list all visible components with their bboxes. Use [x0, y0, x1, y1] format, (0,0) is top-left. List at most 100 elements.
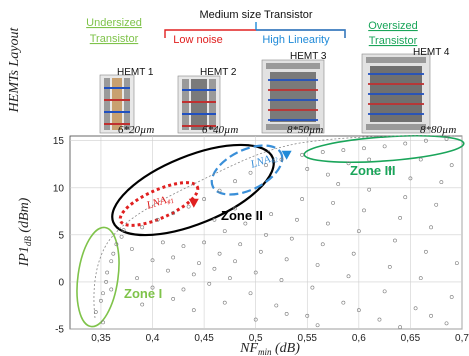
- data-point: [191, 272, 196, 277]
- data-point: [418, 276, 423, 281]
- data-point: [121, 228, 126, 233]
- data-point: [222, 229, 227, 233]
- lna-2-marker: [281, 150, 292, 160]
- data-point: [150, 285, 155, 290]
- hemt-2-size: 6*40µm: [202, 124, 238, 136]
- data-point: [398, 325, 403, 330]
- data-point: [372, 170, 377, 175]
- data-point: [284, 312, 289, 316]
- data-point: [305, 167, 310, 171]
- data-point: [279, 157, 284, 162]
- data-point: [454, 261, 459, 265]
- zone-2-label: Zone II: [221, 208, 263, 223]
- undersized-label-line1: Undersized: [86, 17, 142, 29]
- y-tick-label: 0: [58, 277, 64, 288]
- zone-3-ellipse: [303, 134, 465, 164]
- data-point: [114, 242, 119, 247]
- data-point: [253, 270, 258, 275]
- data-point: [186, 204, 191, 209]
- data-point: [356, 308, 361, 313]
- zone-3-label: Zone III: [350, 163, 396, 178]
- data-point: [279, 278, 284, 282]
- data-point: [403, 195, 408, 200]
- axis-ticks: 0,35 0,4 0,45 0,5 0,55 0,6 0,65 0,7 -5 0 5 10 15: [53, 136, 469, 344]
- data-point: [315, 263, 320, 267]
- hemt-3-layout: HEMT 3 8*50µm: [261, 51, 327, 136]
- hemt-2-name: HEMT 2: [200, 67, 237, 78]
- hemt-4-size: 8*80µm: [420, 124, 456, 136]
- x-tick-label: 0,5: [249, 333, 263, 344]
- lna2-label: LNA#2: [248, 151, 279, 172]
- data-point: [295, 217, 299, 222]
- data-point: [449, 163, 454, 168]
- data-point: [351, 251, 356, 256]
- zone-1-ellipse: [76, 226, 120, 328]
- data-point: [310, 285, 315, 290]
- x-tick-label: 0,65: [401, 333, 421, 344]
- high-linearity-label: High Linearity: [262, 34, 330, 46]
- x-tick-label: 0,35: [91, 333, 111, 344]
- y-axis-label: IP1dB (dBm): [17, 197, 33, 267]
- data-point: [444, 321, 449, 326]
- data-point: [429, 313, 433, 318]
- lna-1-marker: [188, 198, 199, 208]
- data-point: [387, 264, 392, 269]
- layout-ylabel: HEMTs Layout: [7, 27, 22, 114]
- data-point: [233, 179, 237, 184]
- data-point: [212, 217, 217, 222]
- y-tick-label: 5: [58, 230, 64, 241]
- lna1-ellipse: [118, 181, 200, 227]
- data-point: [191, 308, 196, 313]
- data-point: [233, 206, 237, 211]
- hemt-3-name: HEMT 3: [290, 51, 327, 62]
- data-point: [346, 274, 351, 279]
- data-point: [274, 303, 279, 308]
- data-point: [105, 270, 110, 275]
- data-point: [403, 141, 408, 146]
- hemt-4-layout: HEMT 4 8*80µm: [361, 47, 456, 136]
- data-point: [444, 136, 449, 141]
- data-point: [367, 187, 372, 192]
- data-point: [140, 302, 145, 307]
- data-point: [387, 167, 392, 171]
- data-point: [248, 170, 253, 175]
- trend-curve: [93, 135, 456, 319]
- data-point: [104, 280, 109, 284]
- data-point: [197, 261, 201, 265]
- data-point: [243, 221, 248, 226]
- data-point: [418, 157, 423, 162]
- data-point: [300, 197, 305, 201]
- data-point: [119, 234, 124, 239]
- scatter-chart: 0,35 0,4 0,45 0,5 0,55 0,6 0,65 0,7 -5 0 5 10 15 IP1…: [17, 134, 469, 356]
- data-point: [315, 323, 320, 328]
- data-point: [93, 310, 98, 314]
- x-axis-label: NFmin (dB): [239, 341, 300, 356]
- data-point: [382, 289, 387, 294]
- undersized-label-line2: Transistor: [90, 33, 139, 45]
- data-point: [439, 180, 444, 185]
- data-point: [362, 146, 366, 151]
- lna1-label: LNA#1: [144, 192, 175, 213]
- data-point: [150, 258, 155, 263]
- data-point: [171, 296, 176, 301]
- data-point: [212, 266, 217, 271]
- data-point: [393, 238, 397, 243]
- zone-1-label: Zone I: [124, 286, 162, 301]
- zone-2-ellipse: [111, 143, 275, 237]
- high-linearity-bracket: [256, 29, 346, 38]
- data-point: [325, 172, 330, 177]
- data-point: [398, 216, 403, 220]
- x-tick-label: 0,55: [298, 333, 318, 344]
- data-point: [269, 212, 274, 217]
- data-point: [325, 221, 330, 226]
- data-point: [341, 148, 346, 153]
- x-tick-label: 0,6: [352, 333, 366, 344]
- data-point: [423, 138, 428, 143]
- data-point: [367, 157, 372, 162]
- data-point: [202, 240, 207, 245]
- data-point: [258, 249, 263, 254]
- x-tick-label: 0,7: [455, 333, 469, 344]
- data-point: [305, 313, 310, 318]
- x-tick-label: 0,4: [146, 333, 160, 344]
- y-tick-label: 10: [53, 183, 65, 194]
